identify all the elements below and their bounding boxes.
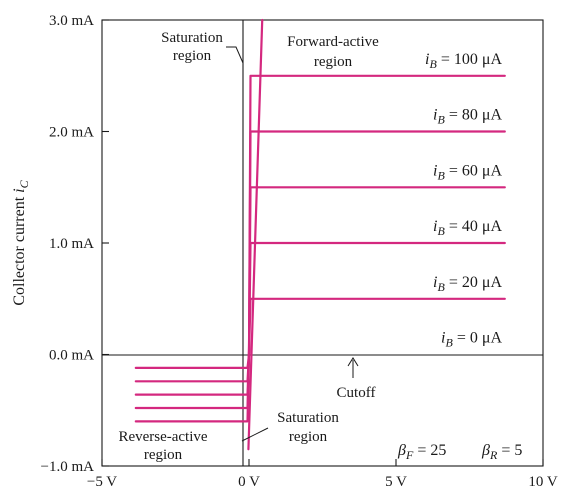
x-tick-label: 0 V <box>238 474 260 490</box>
y-tick-label: 0.0 mA <box>49 348 94 364</box>
ib-label: iB = 80 μA <box>433 107 502 127</box>
reverse-active-line1: Reverse-active <box>118 429 207 445</box>
forward-active-line1: Forward-active <box>287 34 379 50</box>
beta-f-label: βF = 25 <box>397 442 446 462</box>
saturation-bottom-leader <box>241 427 269 442</box>
beta-r-label: βR = 5 <box>481 442 522 462</box>
ib-label: iB = 0 μA <box>441 330 502 350</box>
cutoff-label: Cutoff <box>337 385 376 401</box>
curve-group <box>134 18 506 451</box>
y-tick-label: −1.0 mA <box>41 459 95 475</box>
x-tick-label: −5 V <box>87 474 117 490</box>
ib-label: iB = 20 μA <box>433 274 502 294</box>
x-tick-label: 10 V <box>528 474 557 490</box>
saturation-top-leader <box>226 46 244 64</box>
reverse-active-line2: region <box>144 447 183 463</box>
ib-label: iB = 60 μA <box>433 162 502 182</box>
ib-label: iB = 40 μA <box>433 218 502 238</box>
ib-curve <box>134 241 506 410</box>
x-tick-label: 5 V <box>385 474 407 490</box>
forward-active-line2: region <box>314 54 353 70</box>
ib-label-group: iB = 100 μA iB = 80 μA iB = 60 μA iB = 40 μ… <box>425 51 502 350</box>
saturation-top-line2: region <box>173 48 212 64</box>
y-tick-label: 3.0 mA <box>49 13 94 29</box>
saturation-bottom-line2: region <box>289 429 328 445</box>
saturation-top-line1: Saturation <box>161 30 223 46</box>
y-tick-group: 3.0 mA 2.0 mA 1.0 mA 0.0 mA −1.0 mA <box>41 13 109 475</box>
x-tick-group: −5 V 0 V 5 V 10 V <box>87 459 558 490</box>
saturation-bottom-line1: Saturation <box>277 410 339 426</box>
y-tick-label: 2.0 mA <box>49 125 94 141</box>
y-tick-label: 1.0 mA <box>49 236 94 252</box>
ib-curve <box>134 297 506 423</box>
saturation-boundary-curve <box>247 18 264 451</box>
y-axis-label: Collector current iC <box>11 179 31 305</box>
ib-label: iB = 100 μA <box>425 51 502 71</box>
cutoff-arrow <box>347 357 359 378</box>
